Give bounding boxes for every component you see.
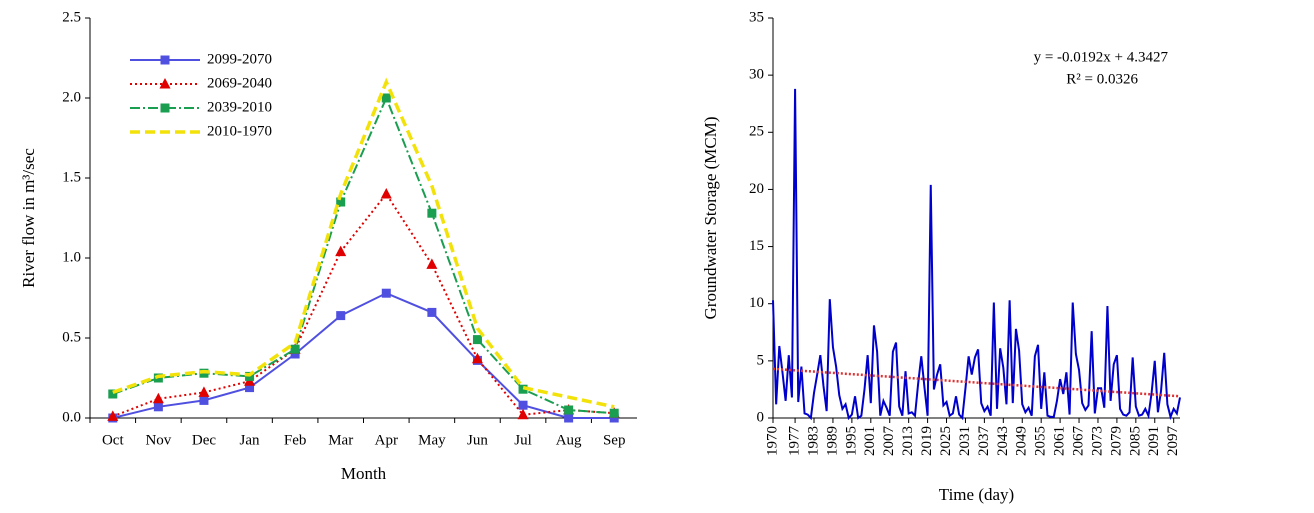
x-tick-label: Dec [192, 432, 216, 448]
marker [380, 188, 392, 199]
marker [335, 245, 347, 257]
marker [427, 208, 437, 218]
marker [336, 311, 346, 321]
x-tick-label: Sep [603, 432, 626, 448]
marker [426, 258, 438, 269]
x-tick-label: Apr [375, 432, 398, 448]
legend-label: 2010-1970 [207, 123, 272, 139]
x-tick-label: 2043 [995, 426, 1011, 456]
x-axis-title: Time (day) [939, 485, 1014, 504]
x-tick-label: 2073 [1089, 426, 1105, 456]
marker [290, 344, 300, 354]
marker [518, 400, 528, 410]
marker [564, 413, 574, 423]
annotation: y = -0.0192x + 4.3427 [1034, 49, 1169, 65]
series-line [772, 88, 1181, 421]
legend-marker [159, 78, 171, 89]
y-tick-label: 10 [749, 295, 764, 311]
x-tick-label: 2097 [1165, 426, 1181, 457]
y-axis-title: River flow in m³/sec [19, 148, 38, 288]
x-tick-label: 1983 [805, 426, 821, 456]
y-tick-label: 15 [749, 238, 764, 254]
x-tick-label: 1995 [843, 426, 859, 456]
y-tick-label: 20 [749, 181, 764, 197]
marker [427, 307, 437, 317]
x-tick-label: 2013 [900, 426, 916, 456]
series-line [112, 292, 615, 419]
x-tick-label: 2049 [1014, 426, 1030, 456]
marker [471, 352, 483, 364]
x-tick-label: 2037 [976, 426, 992, 457]
x-tick-label: Jan [240, 432, 260, 448]
x-tick-label: 1970 [764, 426, 780, 456]
x-tick-label: Oct [102, 432, 124, 448]
marker [517, 408, 529, 420]
marker [609, 413, 619, 423]
marker [609, 408, 619, 418]
marker [564, 405, 574, 415]
y-tick-label: 2.5 [62, 9, 81, 25]
x-tick-label: 1977 [787, 426, 803, 457]
x-tick-label: Mar [328, 432, 353, 448]
marker [290, 349, 300, 359]
x-tick-label: Jul [514, 432, 532, 448]
y-tick-label: 1.5 [62, 169, 81, 185]
x-tick-label: 2025 [938, 426, 954, 456]
series-line [112, 95, 615, 415]
marker [152, 392, 164, 404]
x-axis-title: Month [341, 464, 387, 483]
annotation: R² = 0.0326 [1066, 71, 1138, 87]
y-tick-label: 5 [757, 352, 765, 368]
legend-label: 2069-2040 [207, 75, 272, 91]
x-tick-label: Feb [284, 432, 307, 448]
x-tick-label: Nov [145, 432, 171, 448]
x-tick-label: 1989 [824, 426, 840, 456]
marker [107, 410, 119, 421]
y-tick-label: 0 [757, 409, 765, 425]
marker [199, 395, 209, 405]
marker [381, 288, 391, 298]
series-line [112, 77, 615, 409]
marker [198, 386, 210, 397]
x-tick-label: 2091 [1146, 426, 1162, 456]
series-line [112, 192, 615, 418]
y-axis-title: Groundwater Storage (MCM) [701, 116, 720, 319]
x-tick-label: 2079 [1108, 426, 1124, 456]
x-tick-label: 2001 [862, 426, 878, 456]
marker [153, 402, 163, 412]
legend-label: 2039-2010 [207, 99, 272, 115]
marker [472, 335, 482, 345]
x-tick-label: 2031 [957, 426, 973, 456]
x-tick-label: 2007 [881, 426, 897, 457]
x-tick-label: May [418, 432, 446, 448]
marker [381, 93, 391, 103]
legend-marker [160, 103, 170, 113]
x-tick-label: 2085 [1127, 426, 1143, 456]
x-tick-label: 2019 [919, 426, 935, 456]
legend-marker [160, 55, 170, 65]
y-tick-label: 25 [749, 124, 764, 140]
legend-label: 2099-2070 [207, 51, 272, 67]
y-tick-label: 1.0 [62, 249, 81, 265]
x-tick-label: Aug [556, 432, 582, 448]
y-tick-label: 0.0 [62, 409, 81, 425]
x-tick-label: 2055 [1033, 426, 1049, 456]
x-tick-label: 2067 [1070, 426, 1086, 457]
y-tick-label: 2.0 [62, 89, 81, 105]
y-tick-label: 30 [749, 67, 764, 83]
x-tick-label: Jun [467, 432, 488, 448]
x-tick-label: 2061 [1052, 426, 1068, 456]
y-tick-label: 0.5 [62, 329, 81, 345]
marker [336, 197, 346, 207]
y-tick-label: 35 [749, 9, 764, 25]
marker [108, 389, 118, 399]
marker [245, 383, 255, 393]
